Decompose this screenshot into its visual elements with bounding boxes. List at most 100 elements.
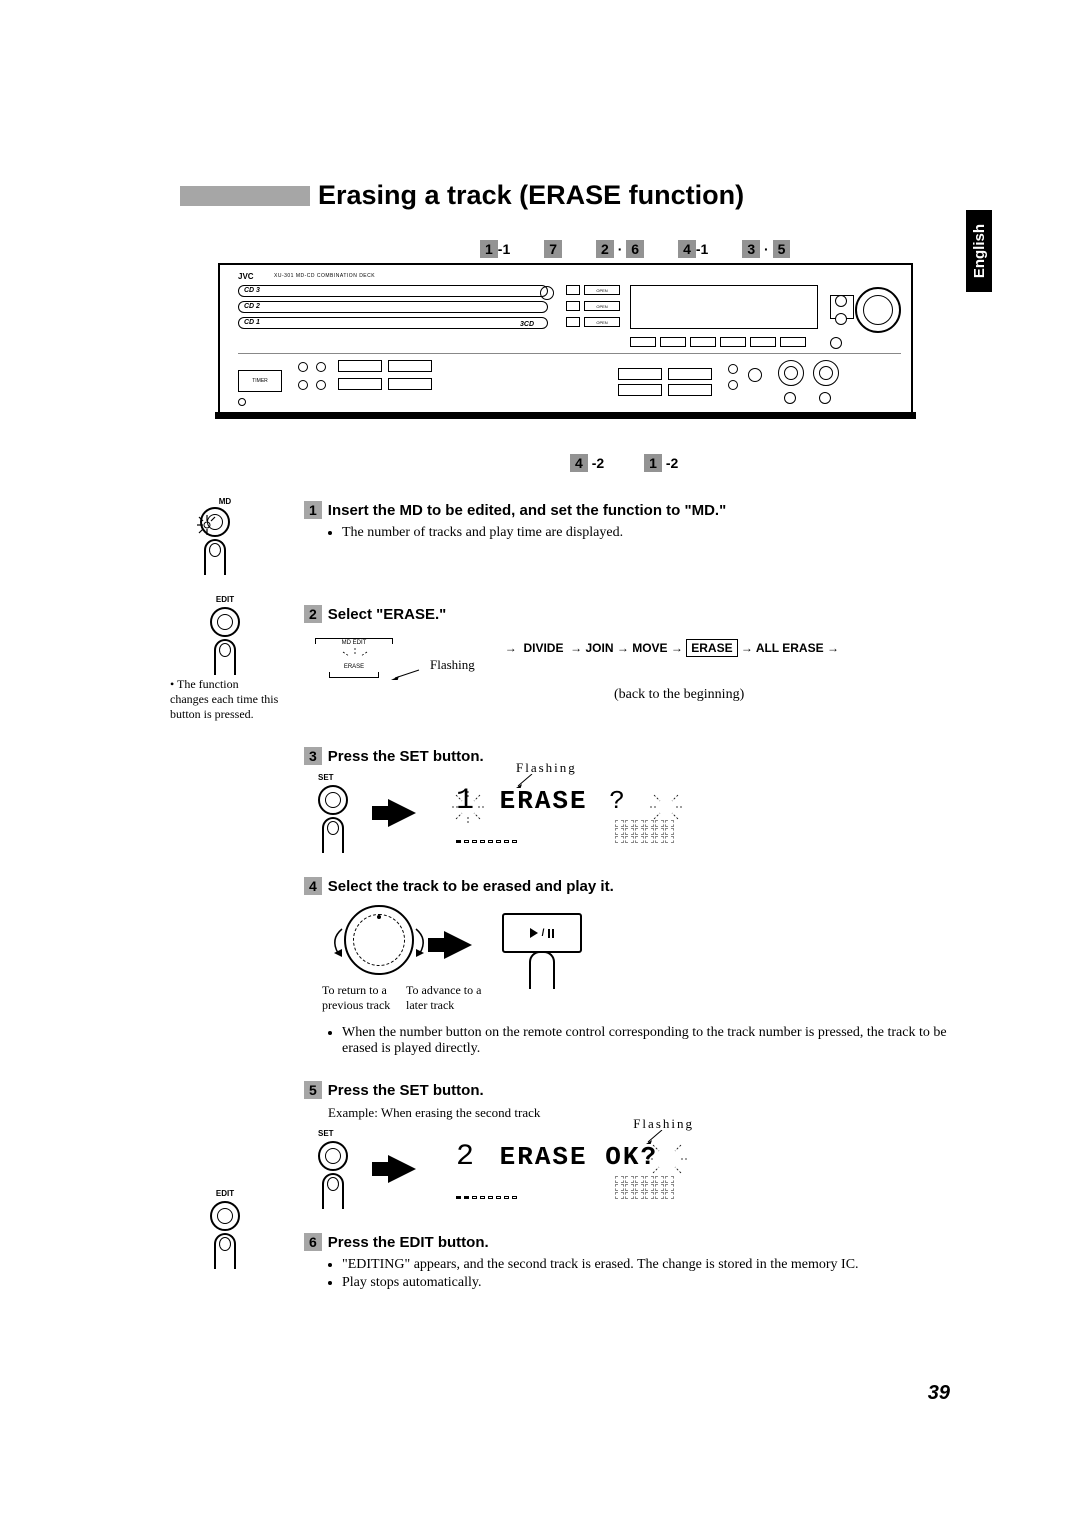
md-edit-display: MD EDIT ERASE — [314, 637, 394, 681]
step-title: Press the EDIT button. — [328, 1234, 489, 1251]
arrow-icon — [388, 799, 416, 827]
lcd-text: ERASE — [500, 1142, 588, 1172]
play-pause-button: / — [502, 913, 582, 953]
jack-2 — [819, 392, 831, 404]
step-number: 4 — [304, 877, 322, 895]
step-1: 1 Insert the MD to be edited, and set th… — [304, 501, 950, 541]
md-knob-icon-group: MD — [170, 497, 280, 575]
arrow-icon — [391, 668, 421, 680]
step-number: 3 — [304, 747, 322, 765]
rec-level-knob — [778, 360, 804, 386]
pointer-icon — [516, 774, 534, 788]
callouts-bottom: 4 -2 1 -2 — [570, 455, 950, 471]
edit-knob-icon-group: EDIT • The function changes each time th… — [170, 595, 280, 722]
step-bullet: "EDITING" appears, and the second track … — [342, 1257, 950, 1273]
cd2-label: CD 2 — [244, 303, 260, 310]
callouts-top: 1-1 7 2 · 6 4-1 3 · 5 — [480, 241, 950, 257]
erase-lcd-label: ERASE — [323, 664, 385, 670]
cd1-label: CD 1 — [244, 319, 260, 326]
step-title: Insert the MD to be edited, and set the … — [328, 502, 726, 519]
step-bullet: When the number button on the remote con… — [342, 1025, 950, 1057]
page-title: Erasing a track (ERASE function) — [318, 180, 744, 211]
title-accent — [180, 186, 310, 206]
eject-1 — [566, 317, 580, 327]
step-title: Press the SET button. — [328, 748, 484, 765]
set-label: SET — [318, 773, 348, 782]
press-icon — [214, 1233, 236, 1269]
lcd-track-num: 2 — [456, 1140, 476, 1174]
sync-button — [338, 378, 382, 390]
step-number: 1 — [304, 501, 322, 519]
language-tab: English — [966, 210, 992, 292]
timer-button: TIMER — [238, 370, 282, 392]
step-title: Select the track to be erased and play i… — [328, 878, 614, 895]
cd-tray-3 — [238, 285, 548, 297]
knob-1 — [835, 295, 847, 307]
play-button — [668, 384, 712, 396]
phones-knob — [813, 360, 839, 386]
step-bullet: Play stops automatically. — [342, 1275, 950, 1291]
cd3-label: CD 3 — [244, 287, 260, 294]
arrow-icon — [388, 1155, 416, 1183]
ff-button — [668, 368, 712, 380]
lcd-display: Flashing 2 ERASE OK? — [456, 1140, 674, 1199]
jog-right-caption: To advance to a later track — [406, 983, 496, 1013]
lcd-question: ? — [609, 786, 627, 816]
play-icon — [530, 928, 538, 938]
set-knob-icon — [318, 1141, 348, 1171]
press-icon — [322, 817, 344, 853]
led-1 — [238, 398, 246, 406]
edit-label: EDIT — [170, 595, 280, 604]
edit-knob-icon — [210, 1201, 240, 1231]
mode-sequence: → DIVIDE → JOIN → MOVE → ERASE → ALL ERA… — [505, 641, 839, 655]
circ-btn-3 — [298, 380, 308, 390]
edit-note: • The function changes each time this bu… — [170, 677, 280, 722]
lower-panel: TIMER — [238, 353, 901, 409]
flash-rays-icon — [448, 782, 488, 832]
md-label: MD — [170, 497, 280, 506]
edit-knob-icon-group-2: EDIT — [170, 1189, 280, 1269]
device-diagram: JVC XU-301 MD-CD COMBINATION DECK CD 3 C… — [218, 263, 913, 415]
flash-rays-icon — [642, 1134, 692, 1184]
arrow-icon — [444, 931, 472, 959]
pause-icon — [548, 929, 554, 938]
jog-dial-icon: To return to a previous track To advance… — [344, 905, 414, 1005]
cd3-logo: 3CD — [520, 321, 534, 328]
step-number: 6 — [304, 1233, 322, 1251]
step-number: 5 — [304, 1081, 322, 1099]
set-button-icon: SET — [318, 773, 348, 853]
edit-button — [388, 378, 432, 390]
jog-dial — [855, 287, 901, 333]
page-number: 39 — [928, 1382, 950, 1405]
stop-button — [618, 384, 662, 396]
lcd-text: ERASE — [500, 786, 588, 816]
press-icon — [214, 639, 236, 675]
open-2: OPEN — [584, 301, 620, 311]
cw-arrow-icon — [410, 927, 430, 957]
set-button-icon: SET — [318, 1129, 348, 1209]
rec-button — [338, 360, 382, 372]
step-5: 5 Press the SET button. Example: When er… — [304, 1081, 950, 1209]
jack-1 — [784, 392, 796, 404]
knob-4 — [748, 368, 762, 382]
lcd-display: Flashing 1 ERASE — [456, 784, 674, 843]
flash-rays-icon — [646, 782, 686, 832]
circ-btn-5 — [728, 364, 738, 374]
circ-btn-6 — [728, 380, 738, 390]
jog-left-caption: To return to a previous track — [322, 983, 412, 1013]
knob-3 — [830, 337, 842, 349]
page-title-bar: Erasing a track (ERASE function) — [180, 180, 950, 211]
circ-btn-1 — [298, 362, 308, 372]
eject-3 — [566, 285, 580, 295]
eject-2 — [566, 301, 580, 311]
mini-button-row — [630, 337, 806, 347]
brand-label: JVC — [238, 272, 254, 281]
circ-btn-2 — [316, 362, 326, 372]
progress-dots — [456, 1196, 517, 1199]
press-icon — [204, 539, 226, 575]
display-panel — [630, 285, 818, 329]
step-2: 2 Select "ERASE." MD EDIT ERASE — [304, 605, 950, 703]
edit-label: EDIT — [170, 1189, 280, 1198]
step-3: 3 Press the SET button. SET Flashing — [304, 747, 950, 853]
cd-tray-2 — [238, 301, 548, 313]
